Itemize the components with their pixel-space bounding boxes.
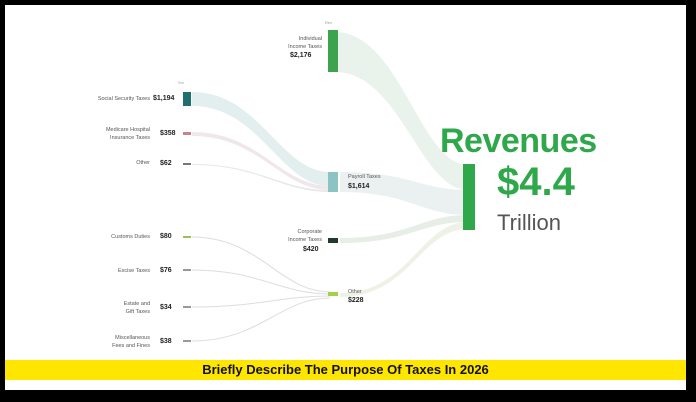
- bar-other-category: [328, 292, 338, 296]
- value-payroll: $1,614: [348, 183, 370, 190]
- bar-excise: [183, 269, 191, 271]
- revenue-amount: $4.4: [497, 160, 575, 204]
- bar-payroll-taxes: [328, 172, 338, 192]
- label-misc-2: Fees and Fines: [112, 343, 150, 349]
- bar-social-security: [183, 92, 191, 106]
- label-estate-1: Estate and: [123, 301, 150, 307]
- label-medicare-1: Medicare Hospital: [105, 127, 150, 133]
- bar-individual-income-taxes: [328, 30, 338, 72]
- label-ss: Social Security Taxes: [97, 96, 150, 102]
- bar-misc: [183, 340, 191, 342]
- label-individual-1: Individual: [298, 36, 322, 42]
- label-individual-2: Income Taxes: [288, 44, 322, 50]
- label-other-cat: Other: [348, 289, 362, 295]
- label-payroll: Payroll Taxes: [348, 174, 381, 180]
- value-excise: $76: [160, 267, 172, 274]
- revenue-bar: [463, 164, 475, 230]
- label-misc-1: Miscellaneous: [115, 335, 150, 341]
- value-individual: $2,176: [290, 52, 312, 59]
- bar-medicare: [183, 132, 191, 135]
- label-medicare-2: Insurance Taxes: [110, 135, 150, 141]
- bar-corporate-income-taxes: [328, 238, 338, 243]
- value-ss: $1,194: [153, 95, 175, 102]
- revenue-title: Revenues: [440, 122, 597, 160]
- caption-banner: Briefly Describe The Purpose Of Taxes In…: [5, 360, 686, 380]
- label-estate-2: Gift Taxes: [125, 309, 150, 315]
- value-misc: $38: [160, 338, 172, 345]
- value-other-cat: $228: [348, 297, 364, 304]
- label-corporate-2: Income Taxes: [288, 237, 322, 243]
- value-corporate: $420: [303, 246, 319, 253]
- value-other-src: $62: [160, 160, 172, 167]
- label-excise: Excise Taxes: [118, 268, 150, 274]
- bar-other-source: [183, 163, 191, 165]
- value-medicare: $358: [160, 130, 176, 137]
- label-customs: Customs Duties: [111, 234, 150, 240]
- bar-estate: [183, 306, 191, 308]
- revenue-unit: Trillion: [497, 210, 561, 235]
- label-corporate-1: Corporate: [297, 229, 322, 235]
- value-estate: $34: [160, 304, 172, 311]
- label-other-src: Other: [136, 160, 150, 166]
- bar-customs: [183, 236, 191, 238]
- value-customs: $80: [160, 233, 172, 240]
